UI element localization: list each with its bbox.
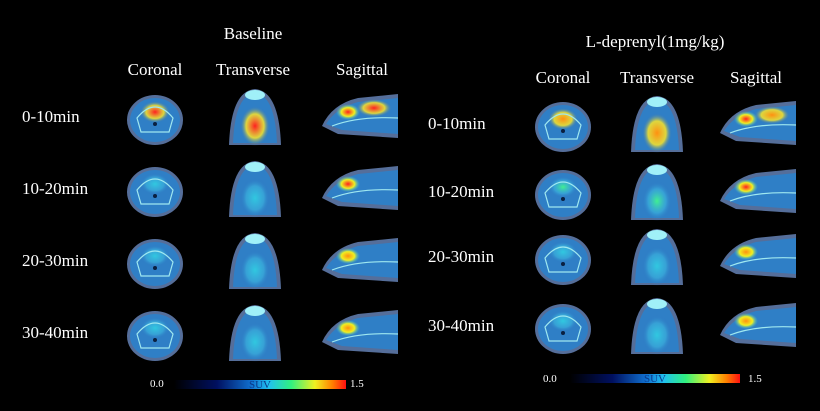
row-label: 10-20min	[428, 182, 495, 201]
colorbar-gradient: SUV	[174, 379, 346, 391]
colorbar-max: 1.5	[350, 378, 364, 390]
coronal-pet-image	[127, 95, 183, 145]
column-header-transverse: Transverse	[620, 68, 694, 87]
sagittal-pet-image	[720, 234, 796, 278]
row-label: 30-40min	[428, 316, 495, 335]
sagittal-pet-image	[720, 101, 796, 145]
sagittal-pet-image	[720, 303, 796, 347]
column-header-sagittal: Sagittal	[336, 60, 388, 79]
panel-title: L-deprenyl(1mg/kg)	[585, 32, 725, 51]
coronal-pet-image	[535, 304, 591, 354]
sagittal-pet-image	[322, 310, 398, 354]
transverse-pet-image	[229, 161, 281, 218]
row-label: 0-10min	[428, 114, 486, 133]
coronal-pet-image	[127, 311, 183, 361]
sagittal-pet-image	[322, 94, 398, 138]
row-label: 30-40min	[22, 323, 89, 342]
panel-title: Baseline	[223, 24, 283, 43]
column-header-coronal: Coronal	[535, 68, 591, 87]
transverse-pet-image	[631, 96, 683, 153]
colorbar-gradient: SUV	[570, 373, 740, 385]
transverse-pet-image	[631, 298, 683, 355]
coronal-pet-image	[535, 102, 591, 152]
column-header-transverse: Transverse	[216, 60, 290, 79]
coronal-pet-image	[127, 167, 183, 217]
column-header-sagittal: Sagittal	[730, 68, 782, 87]
coronal-pet-image	[535, 235, 591, 285]
sagittal-pet-image	[322, 238, 398, 282]
colorbar-label: SUV	[643, 373, 667, 385]
row-label: 0-10min	[22, 107, 80, 126]
transverse-pet-image	[631, 229, 683, 286]
sagittal-pet-image	[322, 166, 398, 210]
coronal-pet-image	[535, 170, 591, 220]
transverse-pet-image	[631, 164, 683, 221]
colorbar-max: 1.5	[748, 373, 762, 385]
transverse-pet-image	[229, 233, 281, 290]
row-label: 20-30min	[22, 251, 89, 270]
transverse-pet-image	[229, 305, 281, 362]
column-header-coronal: Coronal	[127, 60, 183, 79]
coronal-pet-image	[127, 239, 183, 289]
transverse-pet-image	[229, 89, 281, 146]
row-label: 20-30min	[428, 247, 495, 266]
colorbar-min: 0.0	[543, 373, 557, 385]
colorbar-min: 0.0	[150, 378, 164, 390]
row-label: 10-20min	[22, 179, 89, 198]
sagittal-pet-image	[720, 169, 796, 213]
colorbar-label: SUV	[248, 379, 272, 391]
